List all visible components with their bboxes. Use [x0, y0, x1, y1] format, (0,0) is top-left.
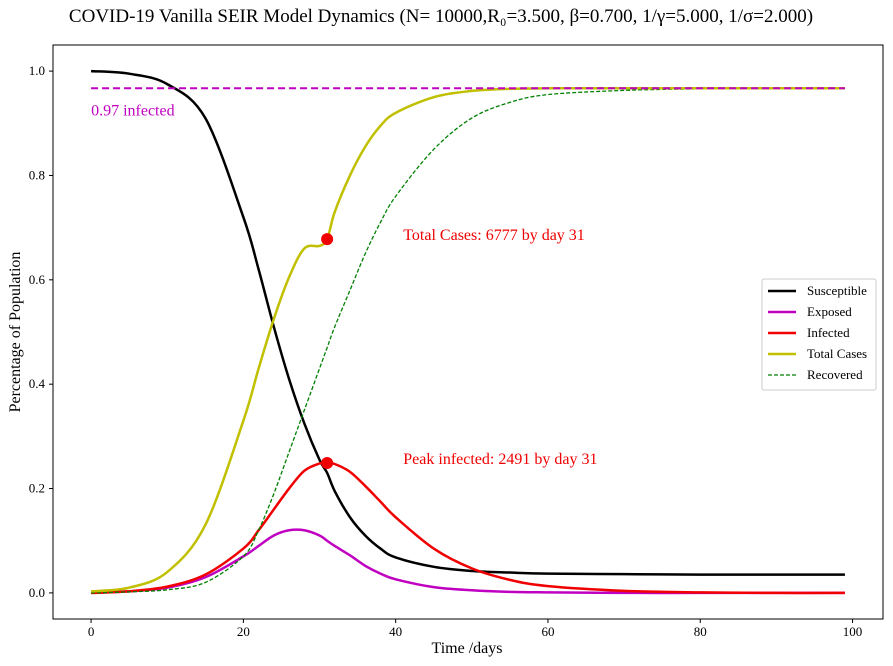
legend-label: Susceptible [807, 283, 867, 298]
legend-box [761, 278, 877, 391]
y-tick-label: 1.0 [29, 63, 45, 78]
x-tick-label: 0 [88, 624, 95, 639]
y-axis-label: Percentage of Population [7, 252, 24, 413]
x-axis-ticks: 0 20 40 60 80 100 [88, 619, 862, 639]
y-axis-ticks: 0.0 0.2 0.4 0.6 0.8 1.0 [29, 63, 53, 600]
legend-label: Recovered [807, 367, 863, 382]
marker-point [321, 456, 334, 469]
legend: Susceptible Exposed Infected Total Cases Rec… [761, 278, 877, 391]
legend-label: Exposed [807, 304, 852, 319]
series-line-exposed [91, 528, 845, 595]
marker-point [321, 233, 334, 246]
x-tick-label: 20 [237, 624, 250, 639]
x-tick-label: 60 [541, 624, 554, 639]
series-layer [90, 69, 845, 595]
x-tick-label: 80 [694, 624, 707, 639]
chart-title: COVID-19 Vanilla SEIR Model Dynamics (N=… [69, 6, 813, 27]
x-tick-label: 40 [389, 624, 402, 639]
marker-label: Total Cases: 6777 by day 31 [403, 227, 585, 244]
x-axis-label: Time /days [432, 640, 503, 657]
plot-area [52, 44, 884, 620]
series-line-susceptible [90, 69, 845, 576]
y-tick-label: 0.4 [29, 376, 46, 391]
legend-label: Total Cases [807, 346, 867, 361]
series-line-infected [91, 461, 845, 595]
x-tick-label: 100 [843, 624, 863, 639]
marker-label: Peak infected: 2491 by day 31 [403, 451, 597, 468]
y-tick-label: 0.8 [29, 167, 45, 182]
y-tick-label: 0.2 [29, 481, 45, 496]
series-line-recovered [91, 87, 845, 594]
herd-immunity-label: 0.97 infected [91, 102, 175, 119]
y-tick-label: 0.0 [29, 585, 45, 600]
y-tick-label: 0.6 [29, 272, 46, 287]
legend-label: Infected [807, 325, 850, 340]
annotations: 0.97 infected Total Cases: 6777 by day 31… [91, 87, 845, 469]
series-line-total-cases [90, 87, 845, 593]
